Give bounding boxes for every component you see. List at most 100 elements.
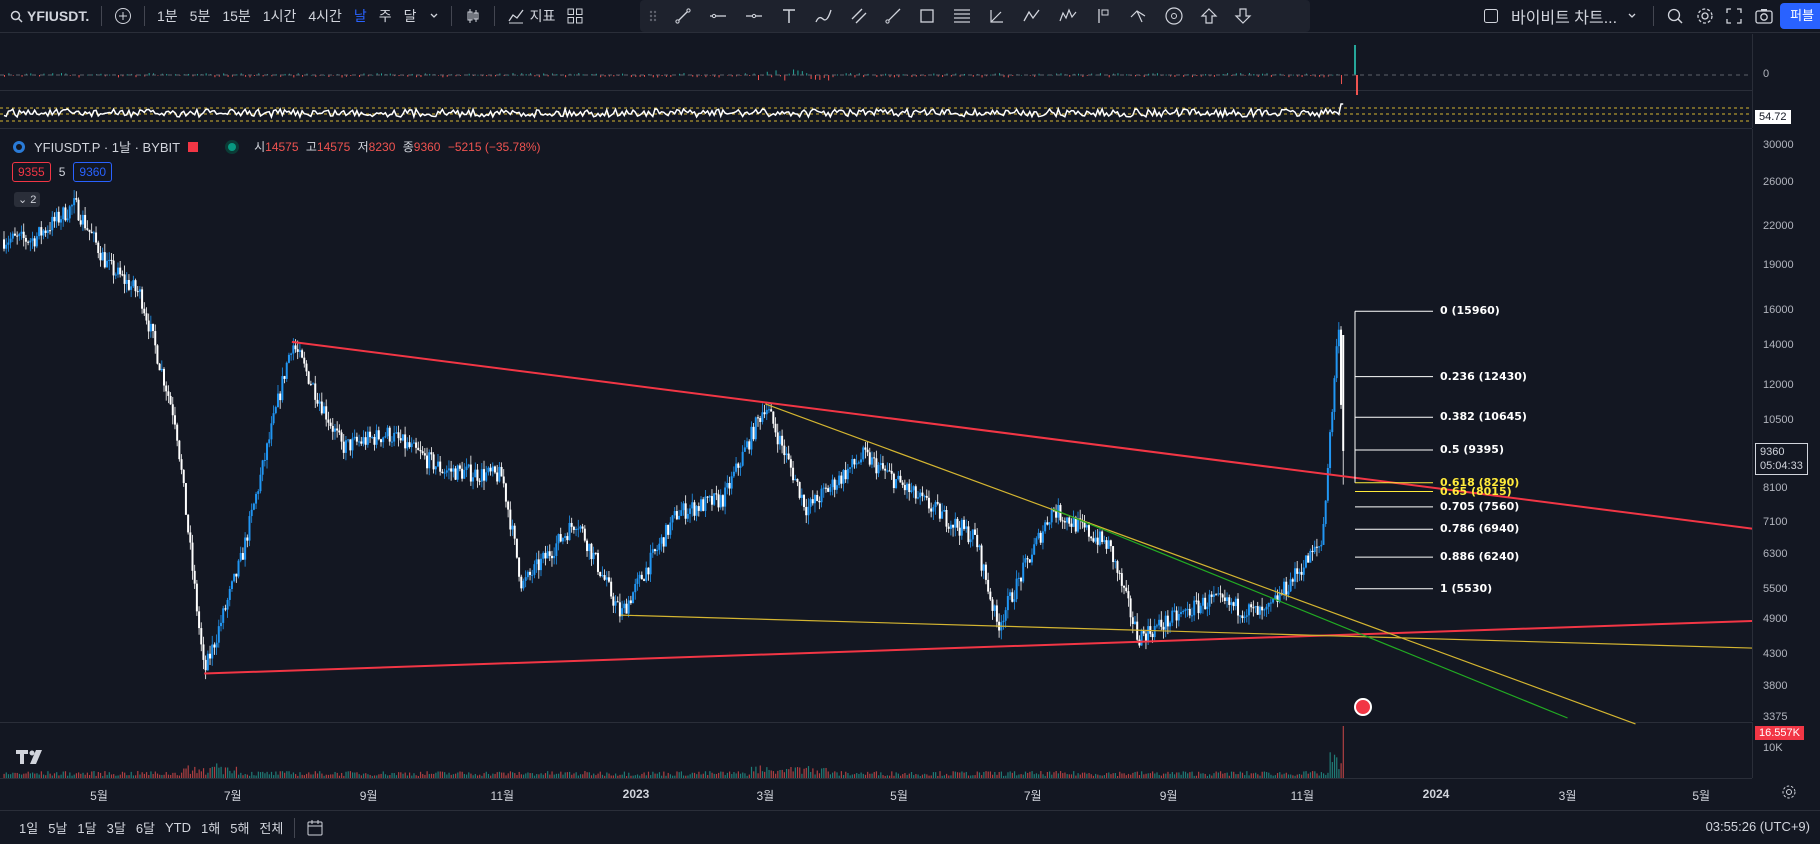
- target-tool-icon[interactable]: [1156, 0, 1192, 32]
- event-flag-icon[interactable]: [1354, 698, 1372, 716]
- candle-body: [1164, 615, 1167, 630]
- arrow-down-tool-icon[interactable]: [1226, 0, 1260, 32]
- path-tool-icon[interactable]: [1120, 0, 1156, 32]
- volume-bar: [799, 767, 801, 778]
- volume-bar: [56, 772, 58, 778]
- fullscreen-button[interactable]: [1720, 0, 1748, 32]
- symbol-search-button[interactable]: YFIUSDT.P: [0, 0, 95, 32]
- goto-date-button[interactable]: [301, 813, 329, 843]
- volume-bar: [939, 771, 941, 778]
- collapse-indicators-button[interactable]: ⌄ 2: [14, 192, 41, 207]
- osc-bar: [240, 73, 242, 76]
- osc-bar: [543, 73, 545, 76]
- horizontal-ray-tool-icon[interactable]: [700, 0, 736, 32]
- price-scale-label: 3375: [1763, 711, 1788, 723]
- range-3m[interactable]: 3달: [106, 821, 126, 836]
- flag-icon[interactable]: [188, 141, 199, 152]
- chart-type-button[interactable]: [458, 0, 488, 32]
- volume-bar: [992, 774, 994, 778]
- tradingview-logo-icon[interactable]: [16, 748, 48, 766]
- volume-bar: [1077, 773, 1079, 778]
- volume-bar: [1108, 772, 1110, 778]
- volume-bar: [18, 773, 21, 778]
- range-1d[interactable]: 1일: [19, 821, 39, 836]
- oscillator-pane[interactable]: [0, 34, 1752, 91]
- interval-day[interactable]: 날: [353, 8, 367, 24]
- time-axis[interactable]: 5월 7월 9월 11월 2023 3월 5월 7월 9월 11월 2024 3월 5월: [0, 778, 1752, 809]
- interval-1m[interactable]: 1분: [157, 8, 178, 24]
- indicators-button[interactable]: 지표: [501, 0, 562, 32]
- brush-tool-icon[interactable]: [806, 0, 842, 32]
- snapshot-button[interactable]: [1748, 0, 1780, 32]
- parallel-channel-tool-icon[interactable]: [842, 0, 876, 32]
- osc-bar: [534, 75, 536, 77]
- candle-body: [566, 536, 569, 541]
- timezone-clock[interactable]: 03:55:26 (UTC+9): [1705, 819, 1810, 834]
- horizontal-line-tool-icon[interactable]: [736, 0, 772, 32]
- pitchfork-tool-icon[interactable]: [980, 0, 1014, 32]
- time-axis-settings-button[interactable]: [1781, 784, 1797, 805]
- elliott-wave-tool-icon[interactable]: [1050, 0, 1086, 32]
- compare-button[interactable]: [108, 0, 138, 32]
- range-6m[interactable]: 6달: [135, 821, 156, 836]
- interval-month[interactable]: 달: [403, 8, 417, 24]
- interval-4h[interactable]: 4시간: [308, 8, 342, 24]
- interval-1h[interactable]: 1시간: [262, 8, 297, 24]
- settings-button[interactable]: [1690, 0, 1720, 32]
- candle-body: [1149, 626, 1152, 634]
- sell-button[interactable]: 9355: [12, 162, 51, 182]
- publish-button[interactable]: 퍼블: [1780, 3, 1820, 29]
- ray-tool-icon[interactable]: [876, 0, 910, 32]
- fib-retracement-tool-icon[interactable]: [944, 0, 980, 32]
- volume-bar: [1031, 771, 1033, 778]
- trendline-tool-icon[interactable]: [666, 0, 700, 32]
- candle-body: [360, 441, 363, 444]
- price-scale-label: 16000: [1763, 303, 1794, 316]
- price-scale[interactable]: 30000 26000 22000 19000 16000 14000 12000 10500…: [1752, 129, 1820, 723]
- osc-bar: [898, 75, 900, 78]
- range-5y[interactable]: 5해: [230, 821, 250, 836]
- chart-canvas[interactable]: [0, 0, 1752, 778]
- interval-week[interactable]: 주: [378, 8, 392, 24]
- rectangle-tool-icon[interactable]: [910, 0, 944, 32]
- interval-15m[interactable]: 15분: [222, 8, 251, 24]
- buy-button[interactable]: 9360: [73, 162, 113, 182]
- candle-body: [123, 274, 126, 284]
- xabcd-pattern-tool-icon[interactable]: [1014, 0, 1050, 32]
- candle-body: [1272, 598, 1275, 603]
- range-1y[interactable]: 1해: [201, 821, 221, 836]
- drag-handle-icon[interactable]: [640, 0, 666, 32]
- legend-title[interactable]: YFIUSDT.P · 1날 · BYBIT: [34, 140, 181, 155]
- volume-bar: [636, 774, 639, 778]
- candle-body: [1162, 626, 1165, 630]
- range-all[interactable]: 전체: [259, 821, 284, 836]
- templates-button[interactable]: [561, 0, 589, 32]
- candle-body: [537, 559, 540, 571]
- candle-body: [991, 599, 994, 611]
- volume-bar: [433, 773, 435, 778]
- volume-bar: [398, 772, 400, 778]
- volume-pane[interactable]: [0, 722, 1752, 779]
- osc-bar: [814, 75, 816, 80]
- long-position-tool-icon[interactable]: [1086, 0, 1120, 32]
- range-5d[interactable]: 5날: [48, 821, 68, 836]
- range-1m[interactable]: 1달: [77, 821, 97, 836]
- candle-body: [730, 476, 733, 489]
- volume-bar: [209, 768, 211, 778]
- interval-dropdown[interactable]: [423, 0, 445, 32]
- arrow-up-tool-icon[interactable]: [1192, 0, 1226, 32]
- layout-selector[interactable]: 바이비트 차트...: [1477, 0, 1647, 32]
- volume-bar: [937, 775, 939, 778]
- range-ytd[interactable]: YTD: [165, 820, 192, 835]
- market-status-icon[interactable]: [228, 142, 237, 151]
- volume-bar: [737, 771, 739, 778]
- text-tool-icon[interactable]: [772, 0, 806, 32]
- interval-5m[interactable]: 5분: [189, 8, 211, 24]
- candle-body: [778, 435, 781, 445]
- candle-body: [1061, 520, 1064, 522]
- osc-bar: [69, 75, 71, 76]
- candle-body: [384, 436, 387, 438]
- volume-bar: [1112, 773, 1114, 778]
- quick-search-button[interactable]: [1660, 0, 1690, 32]
- osc-bar: [1341, 75, 1343, 85]
